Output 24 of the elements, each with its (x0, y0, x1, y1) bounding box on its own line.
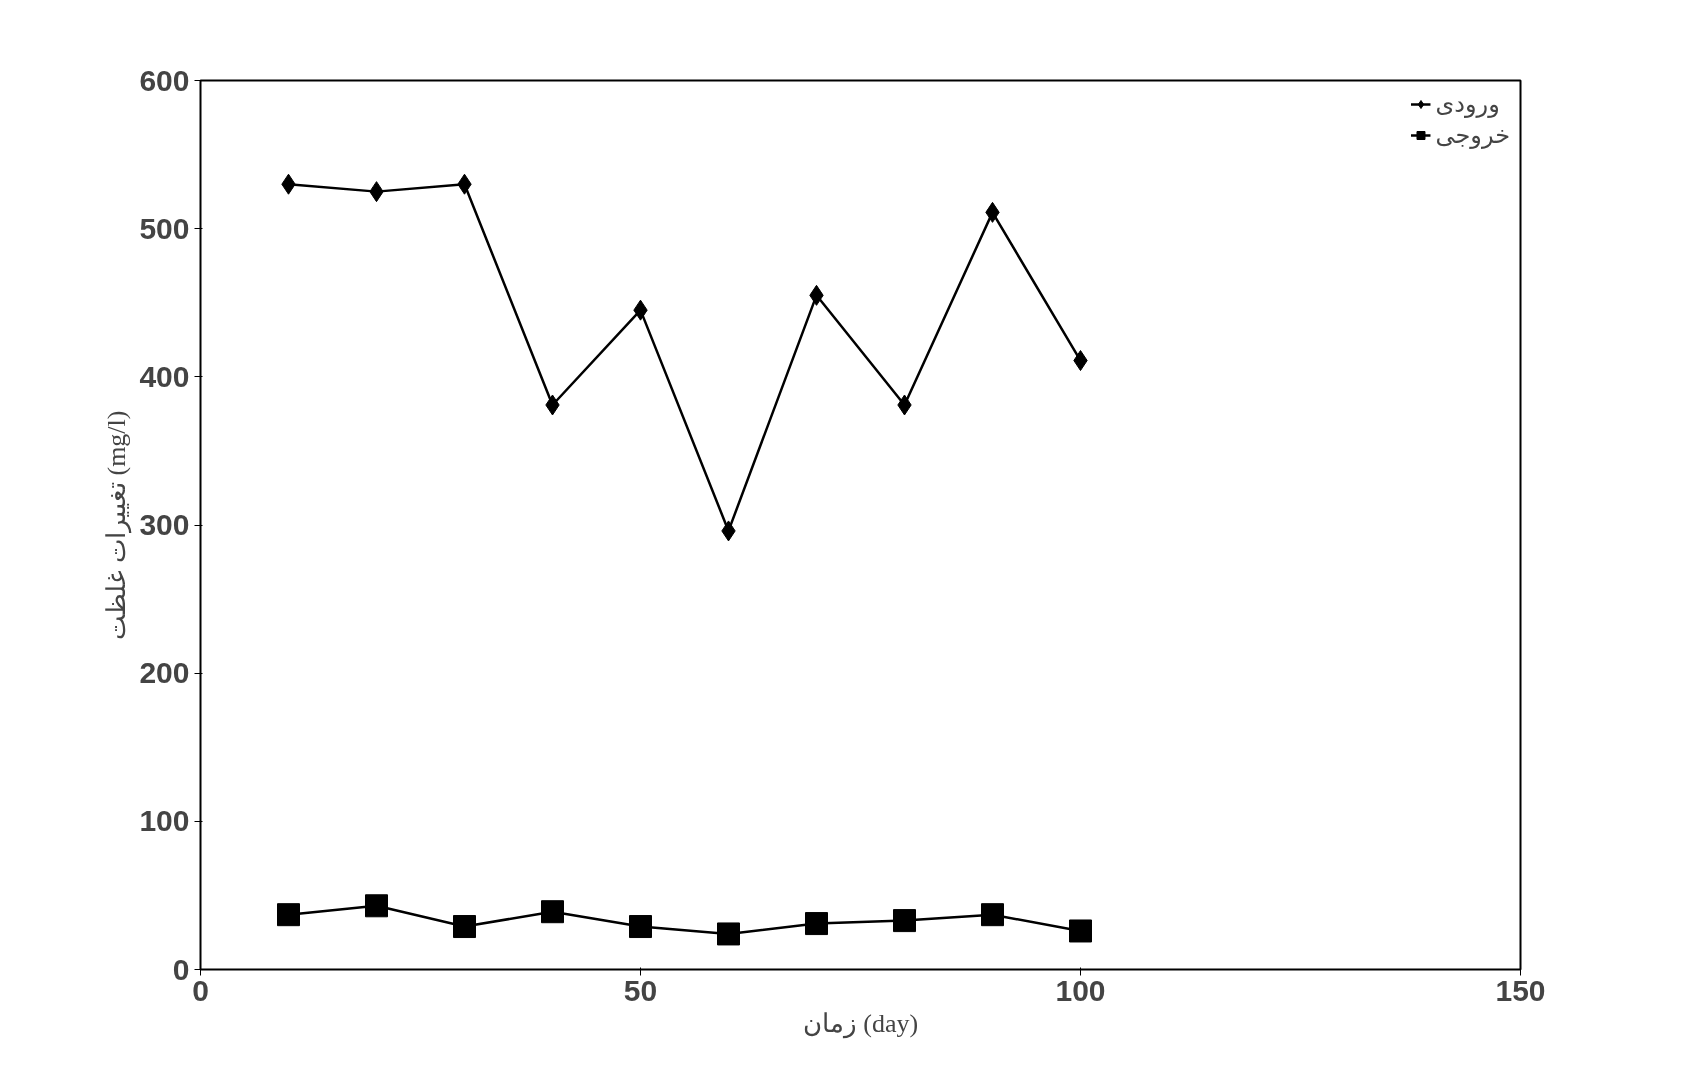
point (717, 922, 740, 946)
point (629, 915, 652, 939)
legend-label: ورودی (1435, 90, 1500, 118)
x-axis-title: زمان (day) (802, 1008, 919, 1039)
point (893, 909, 916, 933)
y-axis-title: تغییرات غلظت (mg/l) (102, 410, 133, 640)
point (365, 894, 388, 918)
point (277, 903, 300, 927)
x-tick-label: 50 (623, 973, 658, 1007)
y-tick-label: 500 (139, 211, 190, 245)
point (981, 903, 1004, 927)
x-tick-label: 150 (1495, 973, 1546, 1007)
point (453, 915, 476, 939)
y-tick-label: 300 (139, 508, 190, 541)
y-tick-label: 400 (139, 359, 190, 393)
x-tick-label: 100 (1055, 973, 1106, 1007)
y-tick-label: 100 (139, 804, 190, 838)
y-tick-label: 200 (139, 656, 190, 690)
legend-label: خروجی (1435, 121, 1510, 149)
point (1069, 919, 1092, 943)
point (805, 912, 828, 936)
y-tick-label: 600 (139, 63, 190, 97)
point (541, 900, 564, 924)
y-tick-label: 0 (172, 952, 190, 986)
